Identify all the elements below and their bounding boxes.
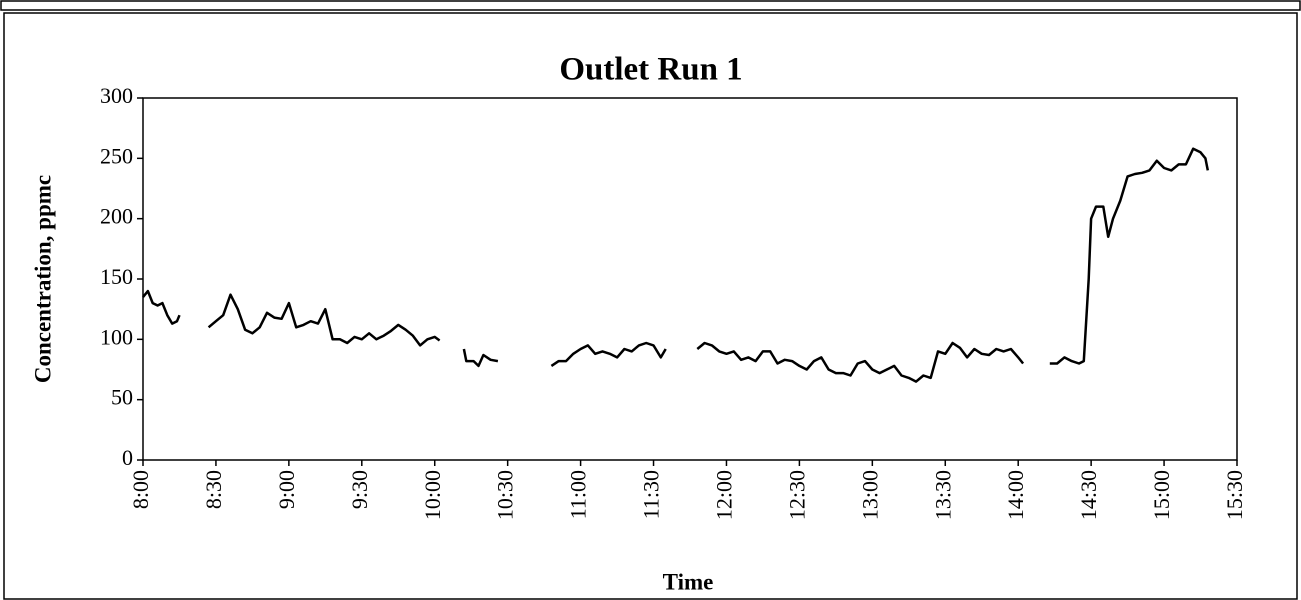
chart-frame bbox=[3, 12, 1298, 600]
y-tick-label: 300 bbox=[100, 83, 133, 108]
data-line bbox=[462, 348, 499, 368]
y-tick-label: 50 bbox=[111, 385, 133, 410]
x-tick-label: 8:30 bbox=[201, 470, 226, 509]
chart-title: Outlet Run 1 bbox=[559, 52, 742, 88]
data-line bbox=[207, 293, 441, 347]
x-tick-label: 11:30 bbox=[639, 470, 664, 519]
x-tick-label: 11:00 bbox=[566, 470, 591, 519]
x-tick-label: 15:30 bbox=[1222, 470, 1247, 520]
x-tick-label: 10:30 bbox=[493, 470, 518, 520]
x-tick-label: 13:30 bbox=[930, 470, 955, 520]
y-axis-label: Concentration, ppmc bbox=[30, 175, 55, 383]
y-tick-label: 250 bbox=[100, 143, 133, 168]
x-tick-label: 8:00 bbox=[128, 470, 153, 509]
data-line bbox=[1049, 147, 1210, 365]
x-tick-label: 12:30 bbox=[784, 470, 809, 520]
top-frame bbox=[0, 0, 1301, 11]
data-line bbox=[550, 341, 667, 367]
x-tick-label: 9:30 bbox=[347, 470, 372, 509]
x-tick-label: 13:00 bbox=[857, 470, 882, 520]
x-tick-label: 12:00 bbox=[712, 470, 737, 520]
data-line bbox=[142, 289, 181, 325]
y-tick-label: 150 bbox=[100, 264, 133, 289]
x-axis-label: Time bbox=[663, 569, 714, 594]
x-tick-label: 9:00 bbox=[274, 470, 299, 509]
x-tick-label: 14:30 bbox=[1076, 470, 1101, 520]
data-line bbox=[696, 341, 1025, 383]
plot-area bbox=[142, 97, 1238, 461]
y-tick-label: 100 bbox=[100, 324, 133, 349]
x-tick-label: 14:00 bbox=[1003, 470, 1028, 520]
y-tick-label: 0 bbox=[122, 445, 133, 470]
y-tick-label: 200 bbox=[100, 204, 133, 229]
x-tick-label: 15:00 bbox=[1149, 470, 1174, 520]
x-tick-label: 10:00 bbox=[420, 470, 445, 520]
